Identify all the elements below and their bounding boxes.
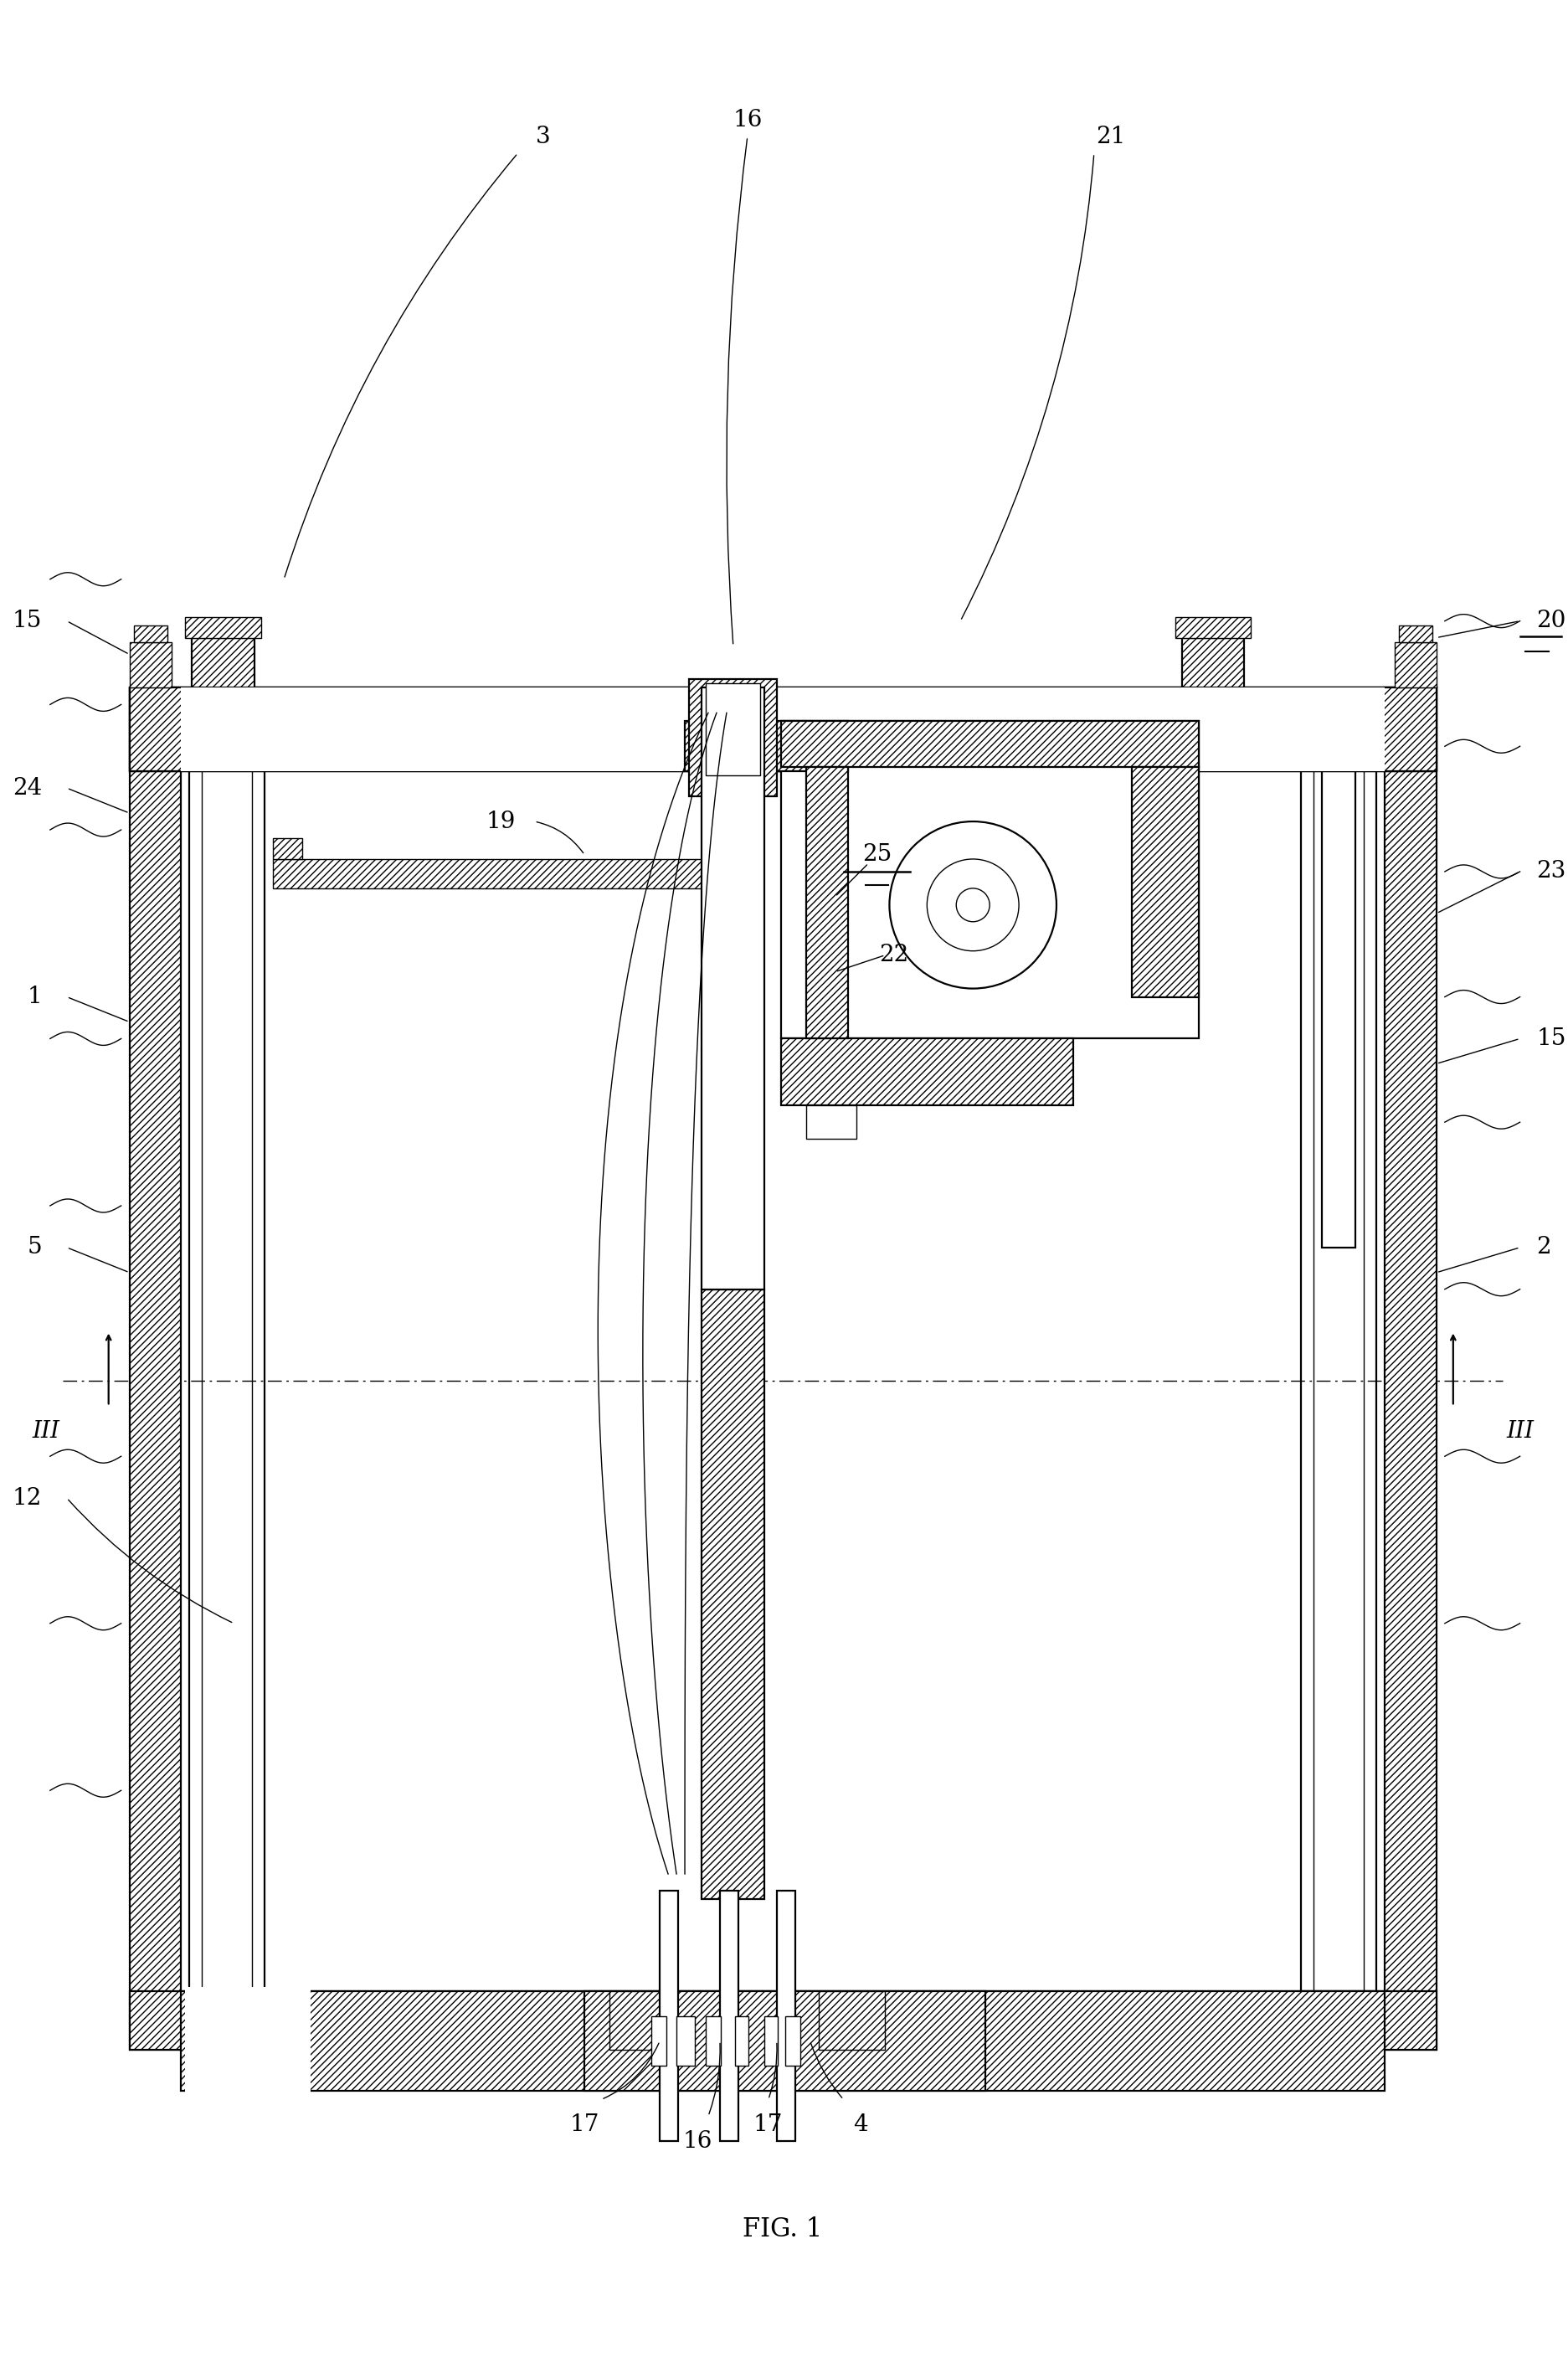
Bar [610, 1990, 676, 2050]
Bar [660, 1891, 677, 2140]
Text: III: III [1505, 1420, 1534, 1443]
Text: 22: 22 [878, 944, 908, 965]
Bar [764, 2017, 778, 2066]
Bar [1394, 642, 1436, 687]
Bar [130, 687, 1436, 770]
Text: 16: 16 [732, 109, 762, 131]
Text: 24: 24 [13, 778, 42, 799]
Bar [130, 687, 1436, 770]
Bar [806, 768, 847, 1039]
Text: III: III [31, 1420, 60, 1443]
Bar [706, 682, 759, 775]
Bar [818, 1990, 884, 2050]
Bar [688, 680, 776, 797]
Bar [585, 1990, 985, 2090]
Bar [191, 1990, 259, 2050]
Text: 17: 17 [753, 2114, 782, 2135]
Bar [781, 721, 1198, 768]
Bar [1399, 625, 1432, 642]
Text: 12: 12 [13, 1486, 42, 1510]
Text: 5: 5 [27, 1237, 42, 1258]
Bar [190, 1990, 265, 2012]
Bar [191, 637, 254, 687]
Bar [185, 1986, 310, 2095]
Bar [1322, 763, 1355, 1248]
Bar [1174, 616, 1250, 637]
Text: 15: 15 [1535, 1027, 1565, 1051]
Bar [685, 721, 847, 770]
Bar [706, 2017, 720, 2066]
Text: FIG. 1: FIG. 1 [742, 2216, 822, 2242]
Bar [273, 837, 303, 858]
Text: 16: 16 [682, 2131, 712, 2152]
Bar [720, 1891, 739, 2140]
Bar [784, 2017, 800, 2066]
Text: 3: 3 [535, 126, 550, 147]
Bar [182, 1990, 1385, 2090]
Bar [701, 1289, 764, 1900]
Bar [130, 687, 182, 2050]
Bar [185, 616, 262, 637]
Bar [676, 2017, 695, 2066]
Bar [273, 858, 701, 889]
Bar [182, 687, 1385, 770]
Bar [133, 625, 166, 642]
Text: 15: 15 [13, 609, 42, 633]
Text: 2: 2 [1535, 1237, 1551, 1258]
Bar [651, 2017, 666, 2066]
Text: 17: 17 [569, 2114, 599, 2135]
Bar [776, 1891, 795, 2140]
Bar [130, 642, 171, 687]
Bar [130, 1990, 1436, 2050]
Text: 4: 4 [853, 2114, 867, 2135]
Circle shape [927, 858, 1018, 951]
Bar [781, 721, 1198, 1039]
Text: 23: 23 [1535, 861, 1565, 882]
Circle shape [889, 820, 1055, 989]
Bar [734, 2017, 748, 2066]
Bar [701, 687, 764, 1289]
Bar [1385, 687, 1436, 2050]
Bar [1131, 768, 1198, 996]
Bar [1300, 1990, 1375, 2012]
Text: 20: 20 [1535, 609, 1565, 633]
Bar [1181, 637, 1243, 687]
Bar [806, 1106, 856, 1139]
Text: 25: 25 [862, 844, 891, 866]
Text: 1: 1 [27, 984, 42, 1008]
Bar [781, 1039, 1073, 1106]
Text: 19: 19 [486, 811, 516, 832]
Text: 21: 21 [1096, 126, 1124, 147]
Circle shape [956, 889, 989, 923]
